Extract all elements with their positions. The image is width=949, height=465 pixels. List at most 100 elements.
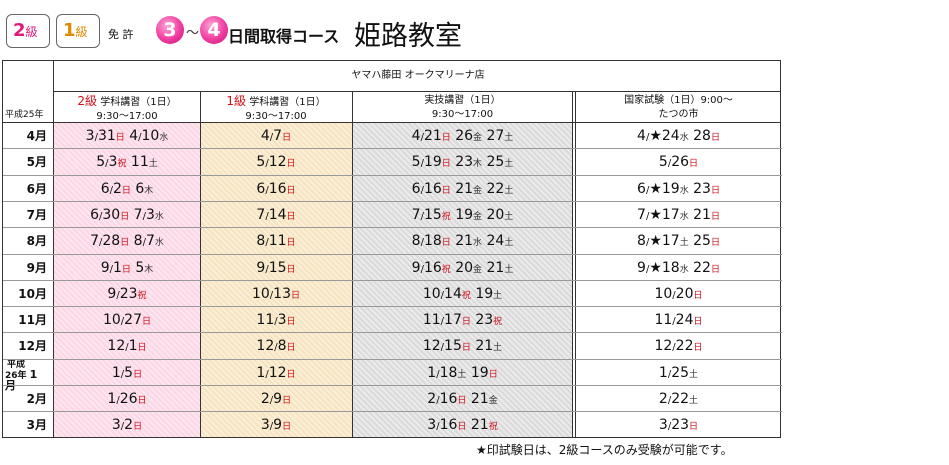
- month-label: 3月: [26, 418, 47, 433]
- table-row: 8月 7/28日 8/7水 8/11日 8/18日 21水 24土 8/★17土 25日: [3, 227, 782, 254]
- column-time: たつの市: [658, 109, 699, 120]
- footnote: ★印試験日は、2級コースのみ受験が可能です。: [476, 443, 733, 457]
- practical-date-cell: 9/16祝 20金 21土: [411, 259, 514, 276]
- table-row: 12月 12/1日 12/8日 12/15日 21土 12/22日: [3, 332, 782, 359]
- era-year: 26年: [5, 370, 27, 381]
- grade-2-unit: 級: [25, 25, 38, 39]
- exam-date-cell: 6/★19水 23日: [637, 180, 720, 197]
- grade1-date-cell: 1/12日: [256, 364, 296, 381]
- column-time: 9:30～17:00: [96, 111, 158, 122]
- grade2-date-cell: 1/5日: [111, 364, 143, 381]
- column-header-exam: 国家試験（1日）9:00～ たつの市: [575, 92, 782, 122]
- school-title: 姫路教室: [354, 21, 462, 52]
- days-to-badge: 4: [200, 16, 228, 44]
- grade1-date-cell: 9/15日: [256, 259, 296, 276]
- schedule-table: ヤマハ藤田 オークマリーナ店 平成25年 2級 学科講習（1日） 9:30～17…: [2, 60, 782, 438]
- month-label: 11月: [18, 313, 47, 328]
- table-row: 9月 9/1日 5木 9/15日 9/16祝 20金 21土 9/★18水 22日: [3, 253, 782, 281]
- column-time: 9:30～17:00: [245, 111, 307, 122]
- grade1-date-cell: 5/12日: [256, 154, 296, 171]
- practical-date-cell: 10/14祝 19土: [422, 285, 503, 302]
- exam-date-cell: 2/22土: [658, 391, 699, 407]
- column-header-grade2: 2級 学科講習（1日） 9:30～17:00: [54, 92, 200, 122]
- course-title: 日間取得コース: [228, 27, 340, 46]
- days-from-badge: 3: [156, 16, 184, 44]
- practical-date-cell: 2/16日 21金: [427, 391, 498, 407]
- month-label: 平成 26年 1月: [3, 359, 53, 391]
- era-label: 平成: [7, 359, 26, 370]
- grade1-date-cell: 3/9日: [260, 417, 292, 434]
- grade1-date-cell: 10/13日: [251, 285, 301, 302]
- grade2-date-cell: 10/27日: [102, 312, 152, 329]
- month-label: 5月: [26, 155, 47, 170]
- table-row: 平成 26年 1月 1/5日 1/12日 1/18土 19日 1/25土: [3, 358, 782, 391]
- column-grade: 2級: [77, 94, 98, 108]
- practical-date-cell: 12/15日 21土: [422, 338, 503, 355]
- column-title: 実技講習（1日）: [424, 95, 501, 106]
- grade2-date-cell: 6/30日 7/3水: [90, 206, 164, 223]
- page-header: 2級 1級 免 許 3 ～ 4 日間取得コース 姫路教室: [6, 14, 566, 52]
- grade1-date-cell: 8/11日: [256, 233, 296, 250]
- column-title: 学科講習（1日）: [246, 97, 326, 108]
- exam-date-cell: 11/24日: [654, 312, 703, 329]
- column-grade: 1級: [226, 94, 247, 108]
- month-label: 4月: [26, 129, 47, 143]
- practical-date-cell: 8/18日 21水 24土: [411, 233, 514, 250]
- year-label: 平成25年: [5, 110, 44, 120]
- grade2-date-cell: 9/23祝: [107, 285, 147, 302]
- column-title: 学科講習（1日）: [97, 97, 177, 108]
- exam-date-cell: 7/★17水 21日: [637, 206, 720, 223]
- exam-date-cell: 10/20日: [654, 285, 703, 302]
- exam-date-cell: 5/26日: [658, 154, 699, 171]
- column-header-grade1: 1級 学科講習（1日） 9:30～17:00: [200, 92, 352, 122]
- practical-date-cell: 6/16日 21金 22土: [411, 180, 514, 197]
- table-row: 5月 5/3祝 11土 5/12日 5/19日 23木 25土 5/26日: [3, 148, 782, 175]
- grade1-date-cell: 7/14日: [256, 206, 296, 223]
- practical-date-cell: 4/21日 26金 27土: [411, 128, 514, 144]
- month-label: 6月: [26, 181, 47, 196]
- grade2-date-cell: 9/1日 5木: [100, 259, 154, 276]
- grade2-date-cell: 12/1日: [107, 338, 147, 355]
- table-row: 4月 3/31日 4/10水 4/7日 4/21日 26金 27土 4/★24水 28日: [3, 123, 782, 149]
- column-time: 9:30～17:00: [431, 109, 494, 120]
- grade2-date-cell: 3/31日 4/10水: [85, 128, 169, 144]
- table-row: 7月 6/30日 7/3水 7/14日 7/15祝 19金 20土 7/★17水 21日: [3, 200, 782, 228]
- license-label: 免 許: [108, 28, 134, 41]
- column-header-practical: 実技講習（1日） 9:30～17:00: [353, 92, 572, 122]
- grade-2-number: 2: [13, 20, 26, 41]
- month-label: 7月: [26, 207, 47, 222]
- practical-date-cell: 7/15祝 19金 20土: [411, 206, 514, 223]
- table-row: 11月 10/27日 11/3日 11/17日 23祝 11/24日: [3, 306, 782, 333]
- month-label: 12月: [18, 339, 47, 354]
- exam-date-cell: 9/★18水 22日: [637, 259, 720, 276]
- exam-date-cell: 8/★17土 25日: [637, 233, 720, 250]
- month-label: 2月: [26, 392, 47, 406]
- grade-2-badge: 2級: [6, 14, 50, 48]
- exam-date-cell: 1/25土: [658, 364, 699, 381]
- column-title: 国家試験（1日）9:00～: [624, 95, 733, 106]
- exam-date-cell: 12/22日: [654, 338, 703, 355]
- shop-name: ヤマハ藤田 オークマリーナ店: [351, 70, 485, 81]
- grade1-date-cell: 11/3日: [256, 312, 296, 329]
- grade2-date-cell: 1/26日: [107, 391, 147, 407]
- range-tilde: ～: [186, 26, 200, 41]
- practical-date-cell: 11/17日 23祝: [422, 312, 503, 329]
- grade1-date-cell: 6/16日: [256, 180, 296, 197]
- exam-date-cell: 3/23日: [658, 417, 699, 434]
- grade-1-unit: 級: [75, 25, 88, 39]
- grade1-date-cell: 12/8日: [256, 338, 296, 355]
- grade-1-number: 1: [63, 20, 76, 41]
- table-row: 3月 3/2日 3/9日 3/16日 21祝 3/23日: [3, 411, 782, 438]
- month-label: 10月: [18, 286, 47, 301]
- grade-1-badge: 1級: [56, 14, 100, 48]
- grade-1-column-bg: [200, 122, 352, 437]
- grade2-date-cell: 5/3祝 11土: [96, 154, 158, 171]
- month-label: 9月: [26, 260, 47, 275]
- practical-date-cell: 5/19日 23木 25土: [411, 154, 514, 171]
- practical-date-cell: 3/16日 21祝: [427, 417, 498, 434]
- grade2-date-cell: 7/28日 8/7水: [90, 233, 164, 250]
- grade1-date-cell: 4/7日: [260, 128, 292, 144]
- table-row: 6月 6/2日 6木 6/16日 6/16日 21金 22土 6/★19水 23日: [3, 174, 782, 202]
- table-row: 10月 9/23祝 10/13日 10/14祝 19土 10/20日: [3, 279, 782, 307]
- grade-2-column-bg: [54, 122, 200, 437]
